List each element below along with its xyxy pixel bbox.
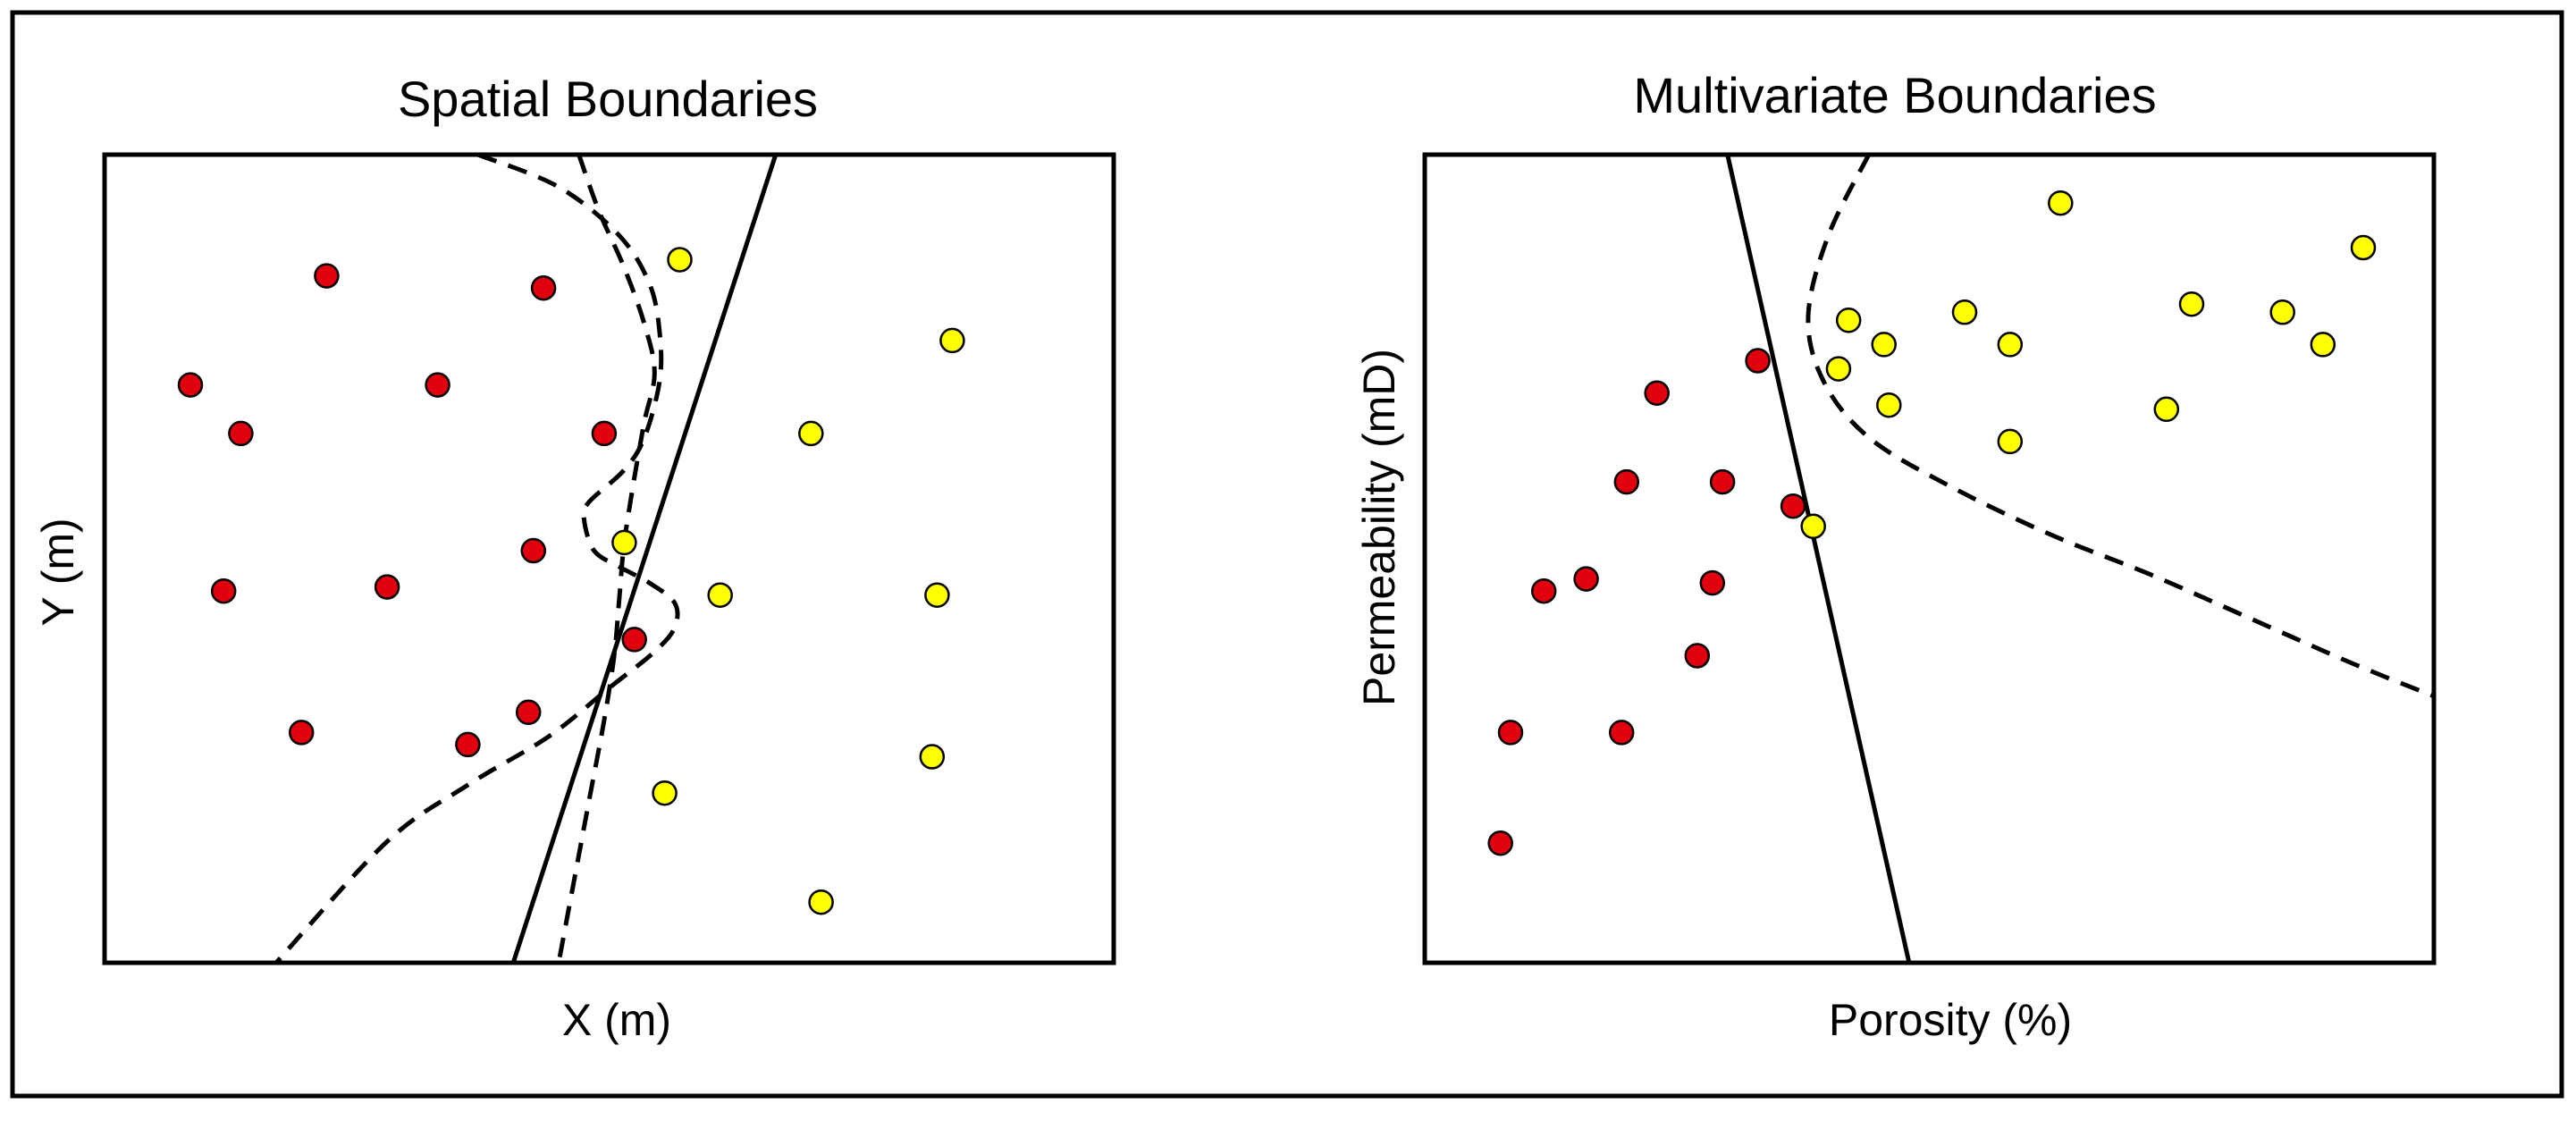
red-data-point: [1530, 577, 1557, 604]
yellow-data-point: [2269, 299, 2295, 325]
chart-title: Spatial Boundaries: [398, 71, 818, 127]
x-axis-label: X (m): [562, 995, 671, 1045]
red-data-point: [455, 731, 481, 758]
red-data-point: [530, 274, 557, 301]
plot-frame: [1422, 152, 2437, 965]
yellow-data-point: [707, 582, 733, 608]
solid-boundary-line: [1725, 155, 1912, 963]
yellow-data-point: [808, 889, 834, 915]
chart-title: Multivariate Boundaries: [1633, 67, 2156, 123]
dashed-boundary-line: [274, 155, 680, 963]
yellow-data-point: [667, 247, 693, 273]
red-data-point: [1613, 468, 1640, 495]
yellow-data-point: [939, 327, 965, 354]
red-data-point: [1573, 566, 1599, 592]
yellow-data-point: [2153, 396, 2180, 423]
y-axis-label: Permeability (mD): [1354, 349, 1404, 706]
yellow-data-point: [919, 744, 946, 770]
yellow-data-point: [798, 420, 824, 447]
multivariate-boundaries-panel: Multivariate Boundaries Porosity (%) Per…: [1354, 67, 2437, 1045]
red-data-point: [1699, 569, 1726, 596]
red-data-point: [425, 372, 450, 398]
x-axis-label: Porosity (%): [1829, 995, 2072, 1045]
yellow-data-point: [1997, 428, 2024, 455]
yellow-data-point: [652, 780, 678, 806]
red-data-point: [1780, 493, 1806, 519]
yellow-data-point: [1871, 332, 1897, 358]
yellow-data-point: [611, 529, 637, 556]
yellow-data-point: [2048, 190, 2074, 216]
yellow-data-point: [2178, 291, 2205, 317]
red-data-point: [314, 263, 340, 289]
red-data-point: [374, 574, 400, 600]
red-data-point: [1608, 720, 1635, 746]
yellow-data-point: [1825, 356, 1852, 382]
red-data-point: [621, 627, 647, 653]
red-data-point: [1497, 720, 1524, 746]
yellow-data-point: [1997, 332, 2024, 358]
red-data-point: [1745, 348, 1771, 374]
plot-frame: [102, 152, 1116, 965]
figure-border: [10, 10, 2564, 1099]
yellow-data-point: [1835, 308, 1862, 333]
red-data-point: [1684, 643, 1711, 669]
dashed-boundary-line: [1806, 155, 2434, 699]
yellow-data-point: [2310, 332, 2336, 358]
red-data-point: [591, 420, 618, 447]
yellow-data-point: [924, 582, 950, 608]
plot-area: [177, 155, 965, 963]
red-data-point: [228, 420, 254, 447]
red-data-point: [1709, 468, 1736, 495]
plot-area: [1487, 155, 2434, 963]
red-data-point: [520, 537, 547, 564]
red-data-point: [515, 699, 542, 726]
red-data-point: [1644, 380, 1670, 406]
yellow-data-point: [1876, 392, 1902, 418]
red-data-point: [177, 372, 204, 398]
yellow-data-point: [1800, 513, 1826, 540]
spatial-boundaries-panel: Spatial Boundaries X (m) Y (m): [33, 71, 1116, 1045]
solid-boundary-line: [510, 155, 779, 963]
red-data-point: [1487, 830, 1513, 856]
yellow-data-point: [1951, 299, 1978, 325]
yellow-data-point: [2350, 234, 2377, 261]
y-axis-label: Y (m): [33, 518, 83, 626]
red-data-point: [210, 577, 237, 604]
red-data-point: [288, 720, 315, 746]
